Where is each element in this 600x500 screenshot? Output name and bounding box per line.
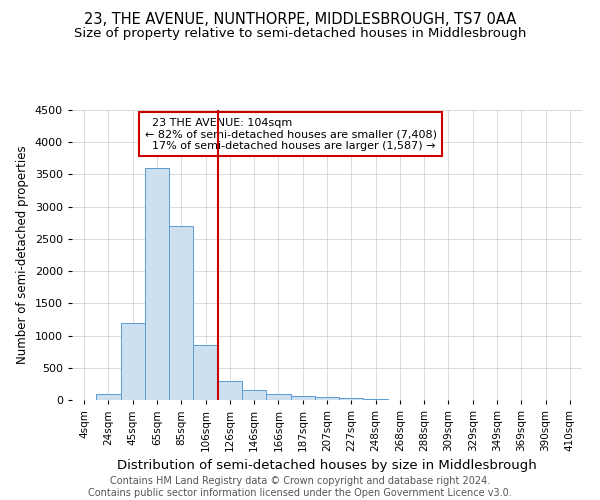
- Bar: [121, 322, 145, 400]
- Bar: [96, 394, 121, 400]
- Y-axis label: Number of semi-detached properties: Number of semi-detached properties: [16, 146, 29, 364]
- Bar: [145, 168, 169, 400]
- Text: 23 THE AVENUE: 104sqm
← 82% of semi-detached houses are smaller (7,408)
  17% of: 23 THE AVENUE: 104sqm ← 82% of semi-deta…: [145, 118, 437, 151]
- Text: Size of property relative to semi-detached houses in Middlesbrough: Size of property relative to semi-detach…: [74, 28, 526, 40]
- Bar: [315, 398, 339, 400]
- X-axis label: Distribution of semi-detached houses by size in Middlesbrough: Distribution of semi-detached houses by …: [117, 460, 537, 472]
- Text: Contains HM Land Registry data © Crown copyright and database right 2024.
Contai: Contains HM Land Registry data © Crown c…: [88, 476, 512, 498]
- Bar: [266, 394, 290, 400]
- Bar: [218, 380, 242, 400]
- Bar: [290, 396, 315, 400]
- Bar: [193, 345, 218, 400]
- Bar: [339, 398, 364, 400]
- Text: 23, THE AVENUE, NUNTHORPE, MIDDLESBROUGH, TS7 0AA: 23, THE AVENUE, NUNTHORPE, MIDDLESBROUGH…: [84, 12, 516, 28]
- Bar: [242, 390, 266, 400]
- Bar: [364, 398, 388, 400]
- Bar: [169, 226, 193, 400]
